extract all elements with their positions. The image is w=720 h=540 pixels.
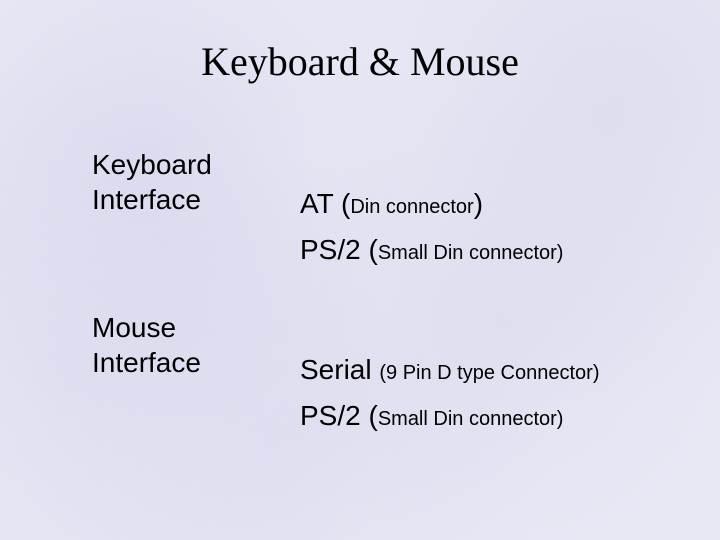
kb-row1-detail: Din connector [350,196,473,218]
keyboard-interface-label: Keyboard Interface [92,147,212,217]
kb-row2-paren-open: ( [368,234,377,265]
mouse-row2: PS/2 (Small Din connector) [300,396,599,438]
mouse-row1-term: Serial [300,354,379,385]
keyboard-detail-block: AT (Din connector) PS/2 (Small Din conne… [300,184,563,271]
keyboard-row1: AT (Din connector) [300,189,483,220]
mouse-label-line2: Interface [92,347,201,378]
mouse-detail-block: Serial (9 Pin D type Connector) PS/2 (Sm… [300,350,599,437]
keyboard-row2: PS/2 (Small Din connector) [300,230,563,272]
mouse-row2-detail: Small Din connector) [378,408,564,430]
mouse-row2-paren-open: ( [368,400,377,431]
mouse-row2-term: PS/2 [300,400,368,431]
kb-row2-term: PS/2 [300,234,368,265]
keyboard-label-line2: Interface [92,184,201,215]
mouse-row1-detail: (9 Pin D type Connector) [379,362,599,384]
kb-row1-paren-close: ) [474,188,483,219]
slide-title: Keyboard & Mouse [0,38,720,85]
mouse-interface-label: Mouse Interface [92,310,201,380]
kb-row2-detail: Small Din connector) [378,242,564,264]
mouse-label-line1: Mouse [92,312,176,343]
kb-row1-paren-open: ( [341,188,350,219]
keyboard-label-line1: Keyboard [92,149,212,180]
slide: Keyboard & Mouse Keyboard Interface AT (… [0,0,720,540]
kb-row1-term: AT [300,188,341,219]
mouse-row1: Serial (9 Pin D type Connector) [300,355,599,386]
